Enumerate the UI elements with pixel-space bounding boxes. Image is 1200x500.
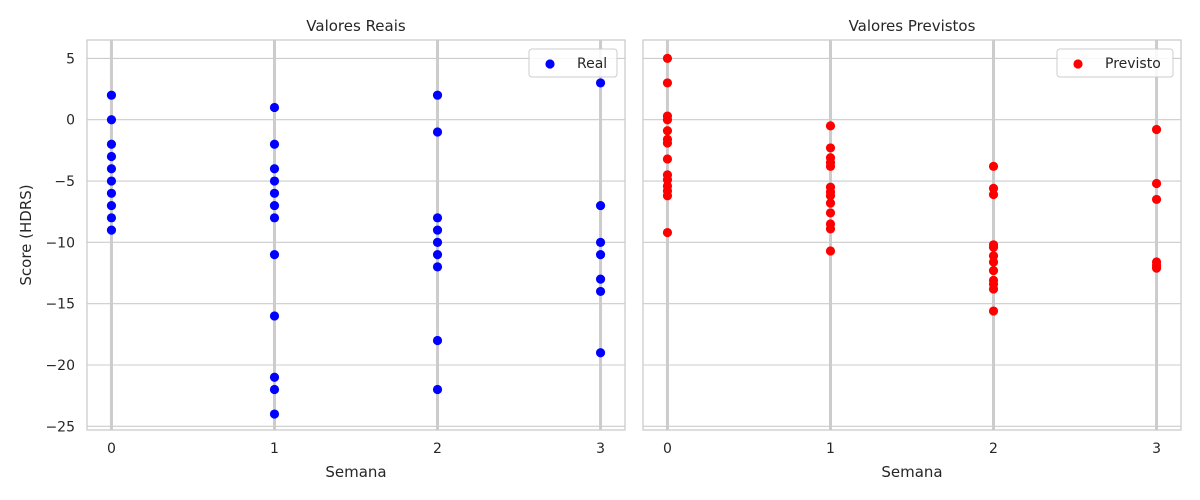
data-point [825, 224, 836, 234]
data-point [106, 164, 117, 174]
data-point [662, 115, 673, 125]
data-point [825, 121, 836, 131]
data-point [988, 242, 999, 252]
panel-real: 0 1 2 3 −25 −20 −15 −10 −5 0 5 Valores Reais Semana S… [17, 17, 626, 481]
data-point [595, 274, 606, 284]
y-tick-label: −10 [45, 235, 75, 251]
data-point [269, 311, 280, 321]
data-point [432, 213, 443, 223]
x-tick-label: 3 [1152, 441, 1161, 457]
data-point [662, 138, 673, 148]
data-point [595, 237, 606, 247]
plot-frame [642, 39, 1182, 431]
data-point [432, 225, 443, 235]
data-point [825, 161, 836, 171]
data-point [1151, 194, 1162, 205]
data-point [1151, 263, 1162, 273]
x-tick-label: 1 [826, 441, 835, 457]
data-point [432, 335, 443, 346]
data-point [662, 53, 673, 63]
data-point [988, 257, 999, 267]
x-axis-label: Semana [881, 463, 942, 481]
data-point [825, 208, 836, 218]
data-point [825, 246, 836, 256]
data-point [825, 191, 836, 201]
data-point [988, 161, 999, 171]
data-point [595, 250, 606, 260]
x-tick-label: 0 [107, 441, 116, 457]
data-point [595, 348, 606, 358]
data-point [432, 90, 443, 100]
data-point [106, 115, 117, 125]
plot-frame [86, 39, 626, 431]
data-point [106, 213, 117, 223]
data-point [269, 372, 280, 382]
legend-label: Previsto [1105, 56, 1161, 72]
data-point [106, 200, 117, 211]
data-point [1151, 178, 1162, 189]
data-point [595, 78, 606, 88]
data-point [432, 237, 443, 247]
data-point [595, 200, 606, 211]
data-point [106, 176, 117, 186]
x-tick-label: 1 [270, 441, 279, 457]
data-point [432, 250, 443, 260]
data-point [825, 143, 836, 153]
data-point [269, 384, 280, 395]
data-point [595, 286, 606, 297]
data-point [269, 213, 280, 223]
data-point [269, 164, 280, 174]
plot-area [643, 40, 1181, 430]
data-point [106, 225, 117, 235]
data-point [988, 284, 999, 294]
legend-marker [545, 59, 555, 69]
y-tick-label: −5 [54, 174, 75, 190]
data-point [432, 127, 443, 137]
x-tick-label: 0 [663, 441, 672, 457]
y-tick-label: −25 [45, 419, 75, 435]
legend [1056, 48, 1174, 78]
data-point [432, 384, 443, 395]
data-point [106, 188, 117, 198]
y-axis-label: Score (HDRS) [17, 184, 35, 285]
data-point [662, 227, 673, 238]
data-point [825, 198, 836, 208]
y-tick-label: −20 [45, 358, 75, 374]
data-point [1151, 124, 1162, 135]
x-tick-label: 2 [433, 441, 442, 457]
data-point [662, 78, 673, 88]
data-point [269, 409, 280, 419]
data-point [988, 265, 999, 276]
legend-marker [1073, 59, 1083, 69]
panel-previsto: 0 1 2 3 Valores Previstos Semana Previsto [642, 17, 1182, 481]
data-point [106, 151, 117, 162]
data-point [106, 90, 117, 100]
data-point [662, 191, 673, 201]
data-point [432, 262, 443, 272]
data-point [988, 189, 999, 200]
panel-title: Valores Previstos [849, 17, 976, 35]
data-point [269, 200, 280, 211]
data-point [106, 139, 117, 149]
data-point [662, 126, 673, 136]
data-point [269, 188, 280, 198]
data-point [269, 250, 280, 260]
panel-title: Valores Reais [306, 17, 406, 35]
y-tick-label: −15 [45, 297, 75, 313]
legend-label: Real [577, 56, 607, 72]
x-tick-label: 2 [989, 441, 998, 457]
x-tick-label: 3 [596, 441, 605, 457]
data-point [662, 154, 673, 164]
x-axis-label: Semana [325, 463, 386, 481]
y-tick-label: 5 [66, 51, 75, 67]
plot-area [87, 40, 625, 430]
legend [528, 48, 618, 78]
data-point [269, 102, 280, 113]
data-point [988, 306, 999, 316]
y-tick-label: 0 [66, 113, 75, 129]
data-point [269, 176, 280, 186]
data-point [269, 139, 280, 149]
